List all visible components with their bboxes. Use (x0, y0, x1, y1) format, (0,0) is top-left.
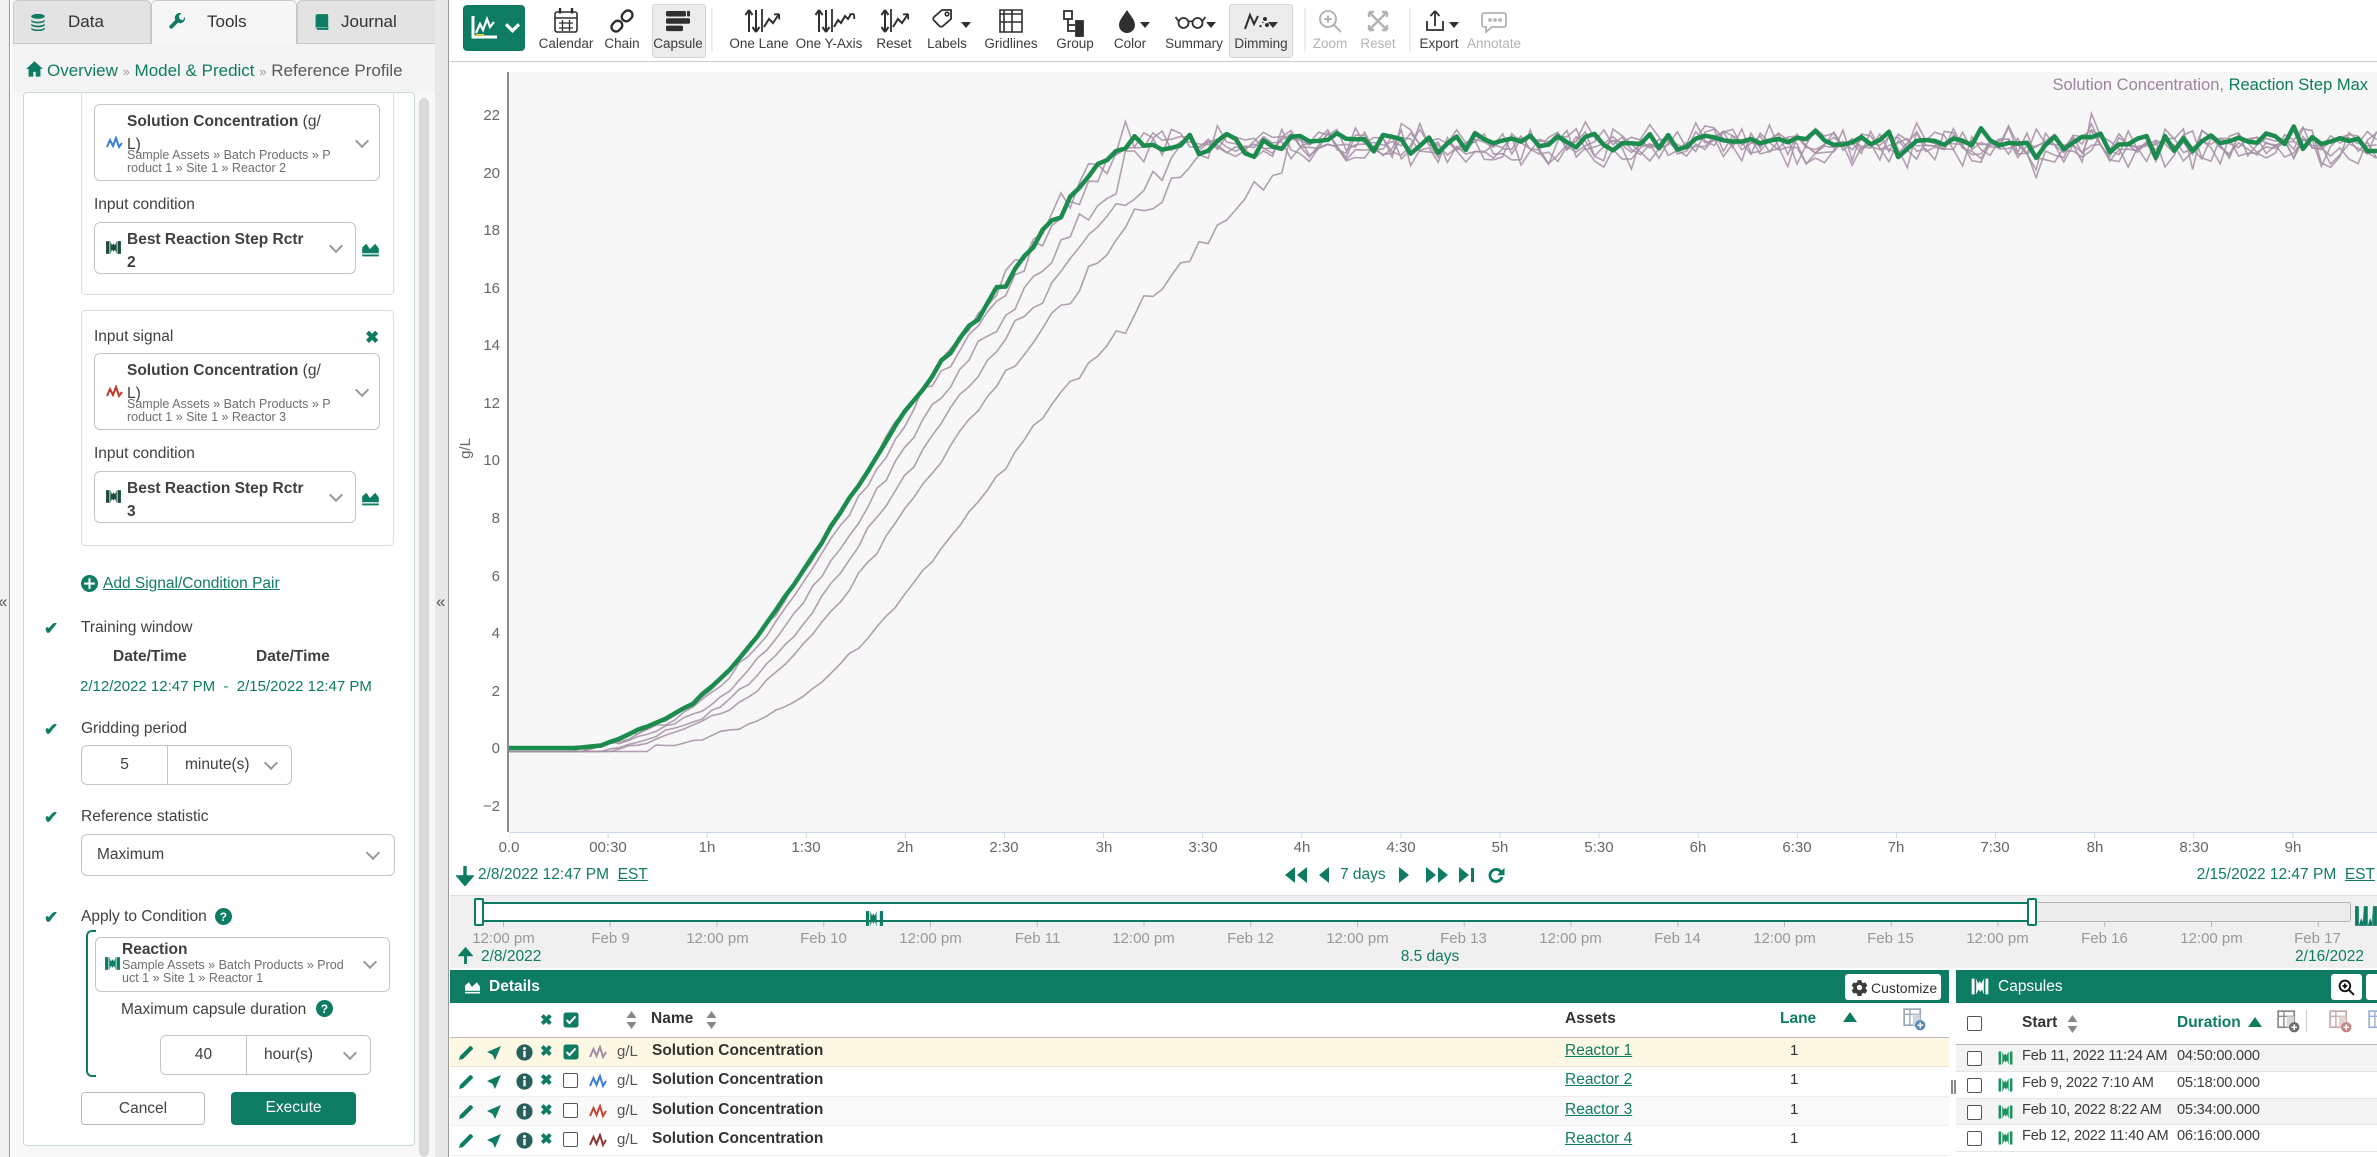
svg-text:?: ? (321, 1003, 328, 1016)
svg-text:?: ? (220, 911, 227, 924)
